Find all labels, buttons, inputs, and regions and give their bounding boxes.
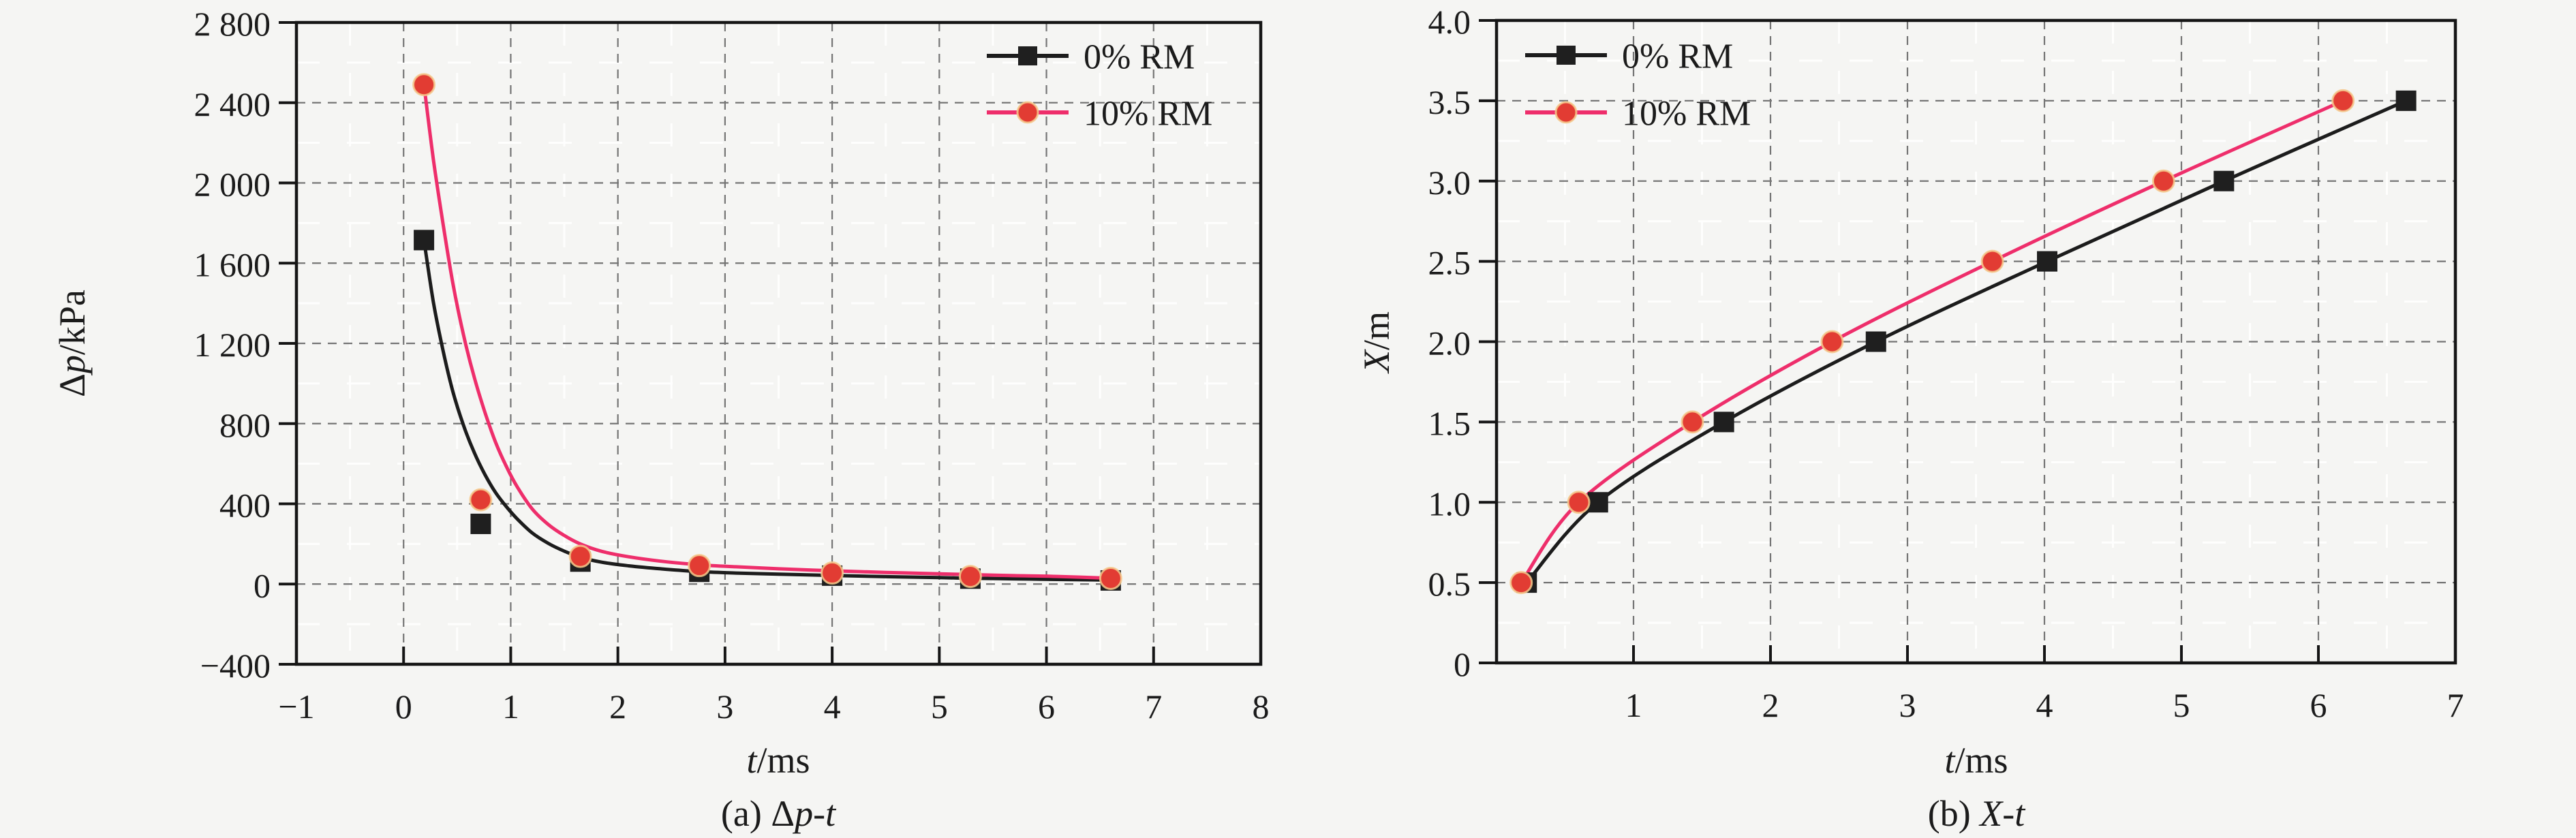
chart-a-y-tick-label: 2 800 <box>194 5 271 43</box>
chart-a-x-axis-title: t/ms <box>746 742 810 779</box>
chart-a-x-tick-label: 2 <box>609 687 626 726</box>
chart-b-y-tick-label: 1.0 <box>1428 484 1471 523</box>
chart-b-x-tick-label: 2 <box>1762 686 1779 724</box>
chart-b-x-tick-label: 1 <box>1625 686 1642 724</box>
chart-a-marker-circle-1 <box>1099 567 1122 591</box>
chart-b-x-axis-title: t/ms <box>1944 742 2008 779</box>
chart-a-y-tick-label: 400 <box>219 486 271 525</box>
chart-a-caption: (a) Δp-t <box>720 793 836 834</box>
chart-b-marker-circle-1 <box>1567 491 1591 514</box>
chart-b-y-tick-label: 1.5 <box>1428 404 1471 442</box>
chart-a-y-tick-label: 0 <box>254 566 271 604</box>
chart-b-y-axis-title: X/m <box>1356 311 1397 373</box>
chart-a-marker-square-0 <box>470 513 491 534</box>
chart-b-x-tick-label: 5 <box>2173 686 2190 724</box>
chart-a-marker-circle-1 <box>412 73 436 97</box>
chart-a-marker-square-0 <box>414 230 435 251</box>
chart-a-series-line-1 <box>422 82 1113 580</box>
chart-a-legend-marker-circle <box>1016 101 1039 124</box>
chart-b-x-var: t <box>1944 740 1955 781</box>
chart-a-legend-marker-square <box>1018 46 1037 65</box>
chart-b-legend-marker-circle <box>1554 101 1578 124</box>
chart-b-x-tick-label: 3 <box>1899 686 1916 724</box>
chart-a-x-tick-label: 4 <box>824 687 841 726</box>
chart-a-series-line-0 <box>422 238 1113 582</box>
chart-b-x-tick-label: 4 <box>2036 686 2053 724</box>
chart-b-y-tick-label: 0.5 <box>1428 565 1471 603</box>
chart-b-legend-marker-square <box>1557 46 1576 65</box>
chart-b-x-unit: /ms <box>1954 740 2008 781</box>
chart-b-marker-circle-1 <box>1509 571 1533 595</box>
chart-a-marker-circle-1 <box>469 488 493 512</box>
chart-b-marker-square-0 <box>2395 90 2417 111</box>
chart-b-y-tick-label: 4.0 <box>1428 3 1471 41</box>
chart-a-y-tick-label: 1 200 <box>194 326 271 364</box>
chart-a-marker-circle-1 <box>958 565 982 589</box>
chart-a-y-axis-title: Δp/kPa <box>52 290 93 397</box>
chart-b-series-line-0 <box>1524 99 2408 585</box>
chart-b-marker-square-0 <box>2213 170 2235 191</box>
chart-b-y-tick-label: 2.5 <box>1428 244 1471 282</box>
chart-a-x-tick-label: 5 <box>931 687 948 726</box>
chart-b-y-tick-label: 3.0 <box>1428 164 1471 202</box>
chart-a-marker-circle-1 <box>568 544 592 568</box>
chart-a-y-tick-label: 800 <box>219 406 271 444</box>
chart-a-marker-circle-1 <box>688 554 711 578</box>
chart-a-y-tick-label: 2 400 <box>194 85 271 123</box>
chart-a-legend-label-0: 0% RM <box>1084 38 1195 77</box>
chart-a-legend-label-1: 10% RM <box>1084 95 1212 134</box>
chart-a-y-tick-label: 1 600 <box>194 245 271 283</box>
chart-b-marker-square-0 <box>1713 412 1734 433</box>
chart-a-x-var: t <box>746 740 757 781</box>
chart-a-x-unit: /ms <box>756 740 810 781</box>
chart-a-x-tick-label: 8 <box>1253 687 1270 726</box>
chart-a-marker-circle-1 <box>821 561 844 585</box>
chart-b-marker-square-0 <box>1865 331 1886 352</box>
chart-b-y-tick-label: 0 <box>1454 645 1471 683</box>
chart-a-x-tick-label: 7 <box>1145 687 1162 726</box>
chart-b-caption: (b) X-t <box>1927 793 2025 834</box>
chart-b-marker-circle-1 <box>1980 249 2004 273</box>
chart-b-marker-circle-1 <box>1820 330 1844 354</box>
chart-b-x-tick-label: 6 <box>2310 686 2327 724</box>
chart-b-marker-square-0 <box>2037 251 2058 272</box>
chart-b-legend-label-0: 0% RM <box>1622 37 1733 76</box>
chart-b-y-tick-label: 2.0 <box>1428 324 1471 362</box>
chart-a-x-tick-label: 6 <box>1038 687 1055 726</box>
chart-a-x-tick-label: −1 <box>278 687 314 726</box>
chart-b-x-tick-label: 7 <box>2447 686 2464 724</box>
chart-b-marker-circle-1 <box>2331 89 2355 112</box>
chart-a-x-tick-label: 0 <box>395 687 412 726</box>
chart-b-y-tick-label: 3.5 <box>1428 83 1471 121</box>
chart-b-marker-square-0 <box>1587 492 1608 513</box>
chart-b-marker-circle-1 <box>1681 410 1704 434</box>
chart-b-marker-circle-1 <box>2151 169 2175 193</box>
chart-a-x-tick-label: 3 <box>716 687 733 726</box>
chart-b-legend-label-1: 10% RM <box>1622 95 1751 134</box>
chart-a-y-tick-label: −400 <box>200 647 271 685</box>
chart-a-x-tick-label: 1 <box>502 687 519 726</box>
chart-a-y-tick-label: 2 000 <box>194 166 271 204</box>
